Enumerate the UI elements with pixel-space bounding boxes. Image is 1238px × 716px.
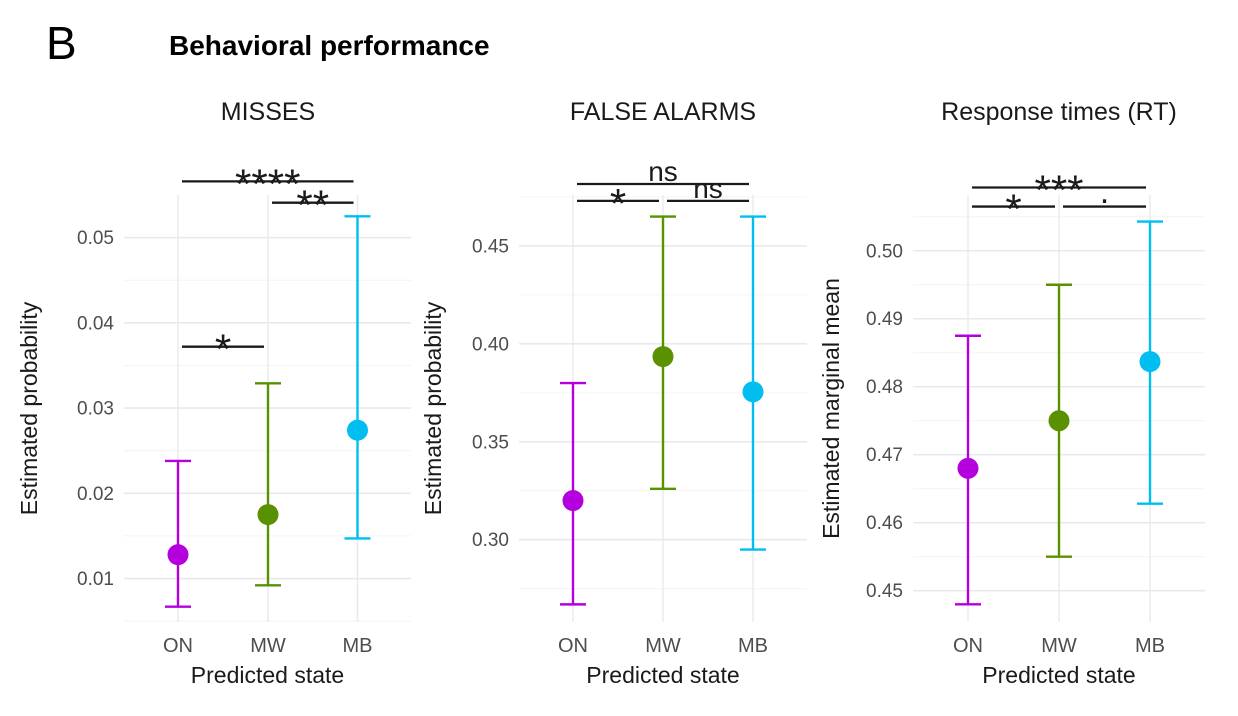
y-tick-label: 0.46 [866, 513, 903, 534]
significance-label: **** [235, 160, 300, 207]
errorbar-MB [344, 215, 371, 540]
significance-label: * [610, 180, 626, 227]
x-axis-title: Predicted state [982, 662, 1135, 688]
y-tick-label: 0.45 [866, 581, 903, 602]
pointrange-series [560, 215, 766, 606]
point-MW [652, 346, 674, 368]
x-tick-label: MW [645, 635, 681, 657]
y-tick-label: 0.40 [472, 334, 509, 355]
x-tick-label: MB [1135, 635, 1165, 657]
y-tick-label: 0.47 [866, 445, 903, 466]
y-tick-label: 0.50 [866, 241, 903, 262]
pointrange-series [955, 220, 1163, 606]
chart-title-response-times: Response times (RT) [941, 98, 1177, 126]
y-axis-tick-labels: 0.01 0.02 0.03 0.04 0.05 [77, 228, 114, 590]
x-tick-label: ON [163, 635, 193, 657]
x-axis-tick-labels: ON MW MB [558, 635, 768, 657]
significance-annotations: ns * ns [577, 156, 749, 227]
y-tick-label: 0.05 [77, 228, 114, 249]
x-axis-title: Predicted state [586, 662, 739, 688]
y-axis-tick-labels: 0.45 0.46 0.47 0.48 0.49 0.50 [866, 241, 903, 602]
significance-label: ns [648, 156, 678, 187]
y-tick-label: 0.02 [77, 484, 114, 505]
x-tick-label: MB [343, 635, 373, 657]
x-tick-label: ON [558, 635, 588, 657]
significance-label: ns [693, 173, 723, 204]
chart-title-misses: MISSES [220, 98, 316, 126]
point-ON [562, 490, 584, 512]
figure-title: Behavioral performance [169, 30, 490, 61]
chart-title-false-alarms: FALSE ALARMS [569, 98, 757, 126]
x-axis-title: Predicted state [191, 662, 344, 688]
errorbar-ON [165, 459, 191, 608]
y-tick-label: 0.45 [472, 236, 509, 257]
significance-annotations: **** · [972, 167, 1146, 233]
point-MB [742, 381, 764, 403]
point-MW [1048, 410, 1070, 432]
y-tick-label: 0.49 [866, 309, 903, 330]
x-tick-label: MB [738, 635, 768, 657]
point-ON [957, 457, 979, 479]
significance-label: * [1005, 186, 1021, 233]
y-tick-label: 0.03 [77, 399, 114, 420]
y-axis-title: Estimated probability [16, 301, 42, 515]
significance-annotations: ******* [182, 160, 354, 373]
y-tick-label: 0.01 [77, 569, 114, 590]
rt-plot: 0.45 0.46 0.47 0.48 0.49 0.50 Estimated margin… [820, 167, 1205, 688]
figure-panel-label: B [46, 17, 77, 69]
y-tick-label: 0.30 [472, 530, 509, 551]
y-axis-tick-labels: 0.30 0.35 0.40 0.45 [472, 236, 509, 551]
false-alarms-plot: 0.30 0.35 0.40 0.45 Estimated probability ON M… [420, 156, 807, 688]
errorbar-MW [255, 382, 281, 587]
y-tick-label: 0.04 [77, 313, 114, 334]
x-tick-label: MW [1041, 635, 1077, 657]
pointrange-series [165, 215, 371, 608]
x-axis-tick-labels: ON MW MB [953, 635, 1165, 657]
significance-label: * [215, 326, 231, 373]
y-tick-label: 0.48 [866, 377, 903, 398]
point-MB [347, 419, 368, 441]
x-tick-label: MW [250, 635, 286, 657]
misses-plot: 0.01 0.02 0.03 0.04 0.05 Estimated probabilit… [16, 160, 411, 688]
x-axis-tick-labels: ON MW MB [163, 635, 373, 657]
y-axis-title: Estimated marginal mean [820, 278, 844, 539]
significance-label: ** [296, 182, 329, 229]
point-MW [257, 504, 279, 526]
x-tick-label: ON [953, 635, 983, 657]
point-MB [1139, 351, 1161, 373]
point-ON [167, 544, 189, 566]
y-axis-title: Estimated probability [420, 301, 446, 515]
significance-label: · [1099, 181, 1110, 219]
y-tick-label: 0.35 [472, 432, 509, 453]
